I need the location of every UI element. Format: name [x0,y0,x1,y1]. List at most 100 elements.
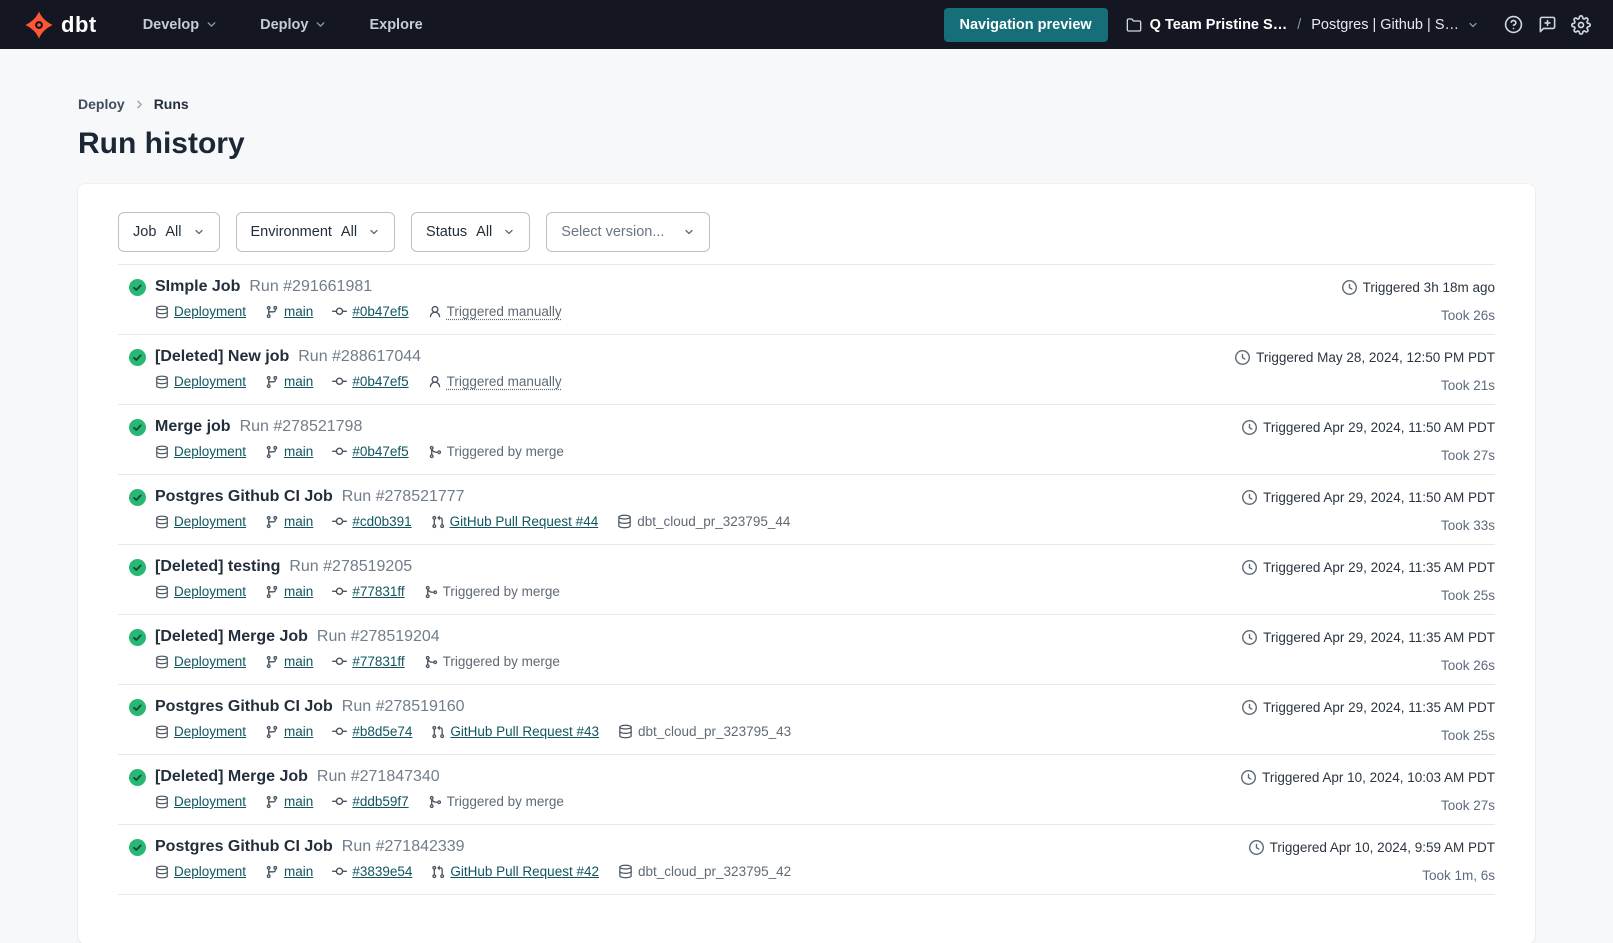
environment-link[interactable]: Deployment [174,724,247,739]
run-timing: Triggered 3h 18m ago Took 26s [1342,278,1495,334]
run-row[interactable]: [Deleted] New job Run #288617044 Deploym… [118,335,1495,405]
top-navbar: dbt Develop Deploy Explore Navigation pr… [0,0,1613,49]
branch-link[interactable]: main [284,304,314,319]
nav-menu-deploy[interactable]: Deploy [260,17,327,33]
chevron-right-icon [133,98,146,111]
run-duration: Took 26s [1440,308,1495,323]
run-number: Run #291661981 [249,278,373,295]
chevron-down-icon [683,226,695,238]
status-filter-value: All [476,224,493,240]
trigger-manually-label[interactable]: Triggered manually [446,304,562,319]
version-filter-dropdown[interactable]: Select version... [546,212,711,252]
nav-menu-develop[interactable]: Develop [143,17,218,33]
run-row[interactable]: SImple Job Run #291661981 Deployment mai… [118,265,1495,335]
trigger-merge-label: Triggered by merge [442,584,560,599]
triggered-at-text: Triggered Apr 29, 2024, 11:35 AM PDT [1263,700,1495,715]
commit-link[interactable]: #ddb59f7 [352,794,409,809]
job-filter-dropdown[interactable]: Job All [118,212,220,252]
environment-link[interactable]: Deployment [174,444,247,459]
commit-link[interactable]: #3839e54 [352,864,413,879]
trigger-manually-label[interactable]: Triggered manually [446,374,562,389]
manual-trigger-detail: Triggered manually [428,374,562,389]
commit-link[interactable]: #cd0b391 [352,514,412,529]
dbt-logo-text: dbt [61,11,97,37]
environment-link[interactable]: Deployment [174,864,247,879]
run-main: [Deleted] Merge Job Run #271847340 Deplo… [129,768,564,824]
run-duration: Took 25s [1440,588,1495,603]
triggered-at: Triggered May 28, 2024, 12:50 PM PDT [1235,350,1495,365]
page-title: Run history [78,127,245,160]
run-row[interactable]: [Deleted] Merge Job Run #278519204 Deplo… [118,615,1495,685]
clock-icon [1242,700,1257,715]
breadcrumb-runs[interactable]: Runs [153,96,189,112]
run-row[interactable]: Merge job Run #278521798 Deployment main… [118,405,1495,475]
clock-icon [1241,770,1256,785]
job-name: [Deleted] New job [155,348,290,365]
git-pull-request-icon [431,725,445,739]
pull-request-link[interactable]: GitHub Pull Request #44 [449,514,599,529]
commit-link[interactable]: #0b47ef5 [352,374,409,389]
commit-link[interactable]: #77831ff [352,654,405,669]
branch-link[interactable]: main [284,654,314,669]
feedback-icon[interactable] [1537,15,1557,35]
triggered-at: Triggered Apr 29, 2024, 11:35 AM PDT [1242,630,1495,645]
branch-link[interactable]: main [284,444,314,459]
run-timing: Triggered Apr 10, 2024, 10:03 AM PDT Too… [1241,768,1495,824]
branch-link[interactable]: main [284,584,314,599]
environment-link[interactable]: Deployment [174,654,247,669]
dbt-logo[interactable]: dbt [24,10,97,40]
environment-detail: Deployment [155,794,246,809]
branch-link[interactable]: main [284,794,314,809]
environment-filter-dropdown[interactable]: Environment All [235,212,396,252]
branch-detail: main [265,864,313,879]
status-filter-label: Status [426,224,468,240]
run-row[interactable]: [Deleted] testing Run #278519205 Deploym… [118,545,1495,615]
commit-link[interactable]: #77831ff [352,584,405,599]
schema-name: dbt_cloud_pr_323795_43 [637,724,792,739]
success-status-icon [129,769,146,786]
version-filter-placeholder: Select version... [561,224,665,240]
commit-detail: #b8d5e74 [332,724,412,739]
branch-link[interactable]: main [284,514,314,529]
database-icon [155,375,169,389]
pull-request-link[interactable]: GitHub Pull Request #43 [450,724,599,739]
environment-link[interactable]: Deployment [174,794,247,809]
run-row[interactable]: Postgres Github CI Job Run #278521777 De… [118,475,1495,545]
branch-link[interactable]: main [284,864,314,879]
run-duration: Took 21s [1440,378,1495,393]
commit-link[interactable]: #0b47ef5 [352,444,409,459]
run-row[interactable]: Postgres Github CI Job Run #271842339 De… [118,825,1495,895]
pull-request-link[interactable]: GitHub Pull Request #42 [450,864,599,879]
help-icon[interactable] [1503,15,1523,35]
branch-link[interactable]: main [284,724,314,739]
git-branch-icon [265,795,279,809]
navigation-preview-button[interactable]: Navigation preview [943,7,1108,42]
environment-link[interactable]: Deployment [174,514,247,529]
nav-menu-develop-label: Develop [142,16,200,33]
merge-trigger-detail: Triggered by merge [424,584,560,599]
nav-menu-explore[interactable]: Explore [369,17,422,33]
success-status-icon [129,629,146,646]
git-commit-icon [332,374,347,389]
git-commit-icon [332,794,347,809]
commit-detail: #0b47ef5 [332,304,409,319]
run-number: Run #278521777 [341,488,465,505]
breadcrumb-deploy[interactable]: Deploy [78,96,125,112]
run-duration: Took 27s [1440,798,1495,813]
run-main: Postgres Github CI Job Run #278519160 De… [129,698,791,754]
settings-gear-icon[interactable] [1571,15,1591,35]
commit-detail: #77831ff [332,584,405,599]
branch-detail: main [265,304,313,319]
commit-link[interactable]: #0b47ef5 [352,304,409,319]
environment-link[interactable]: Deployment [174,374,247,389]
success-status-icon [129,699,146,716]
run-row[interactable]: [Deleted] Merge Job Run #271847340 Deplo… [118,755,1495,825]
branch-link[interactable]: main [284,374,314,389]
environment-link[interactable]: Deployment [174,304,247,319]
environment-link[interactable]: Deployment [174,584,247,599]
commit-link[interactable]: #b8d5e74 [352,724,413,739]
account-project-switcher[interactable]: Q Team Pristine S… / Postgres | Github |… [1126,17,1479,33]
git-pull-request-icon [431,865,445,879]
status-filter-dropdown[interactable]: Status All [411,212,531,252]
run-row[interactable]: Postgres Github CI Job Run #278519160 De… [118,685,1495,755]
